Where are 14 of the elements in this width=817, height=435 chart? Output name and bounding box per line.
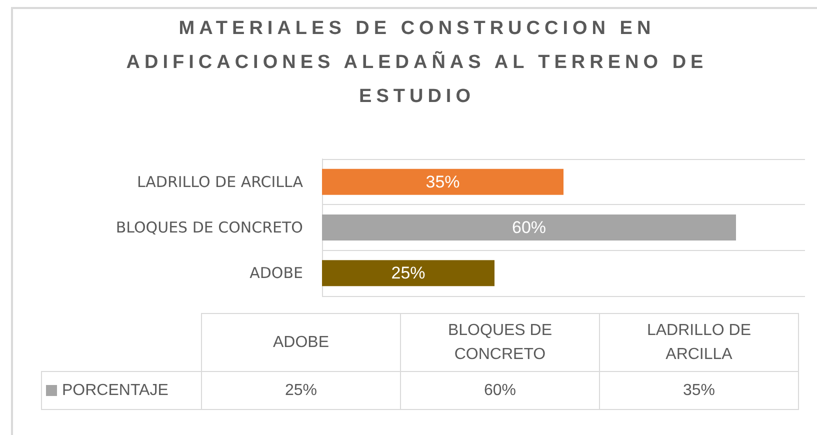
data-label: 25% <box>391 264 426 283</box>
chart-title: MATERIALES DE CONSTRUCCION EN ADIFICACIONES ALEDAÑAS AL TERRENO DE ESTUDIO <box>125 17 709 109</box>
category-label: BLOQUES DE CONCRETO <box>448 322 552 362</box>
y-tick-label: BLOQUES DE CONCRETO <box>116 218 303 236</box>
text: 60% <box>484 382 516 398</box>
text: 25% <box>284 382 318 398</box>
category-label: LADRILLO DE ARCILLA <box>646 322 752 362</box>
y-tick-label: LADRILLO DE ARCILLA <box>136 172 304 191</box>
data-label: 35% <box>426 172 460 192</box>
y-tick-label: ADOBE <box>250 264 303 282</box>
data-label: 60% <box>512 218 546 237</box>
legend-label: PORCENTAJE <box>42 372 202 410</box>
text: 35% <box>682 382 716 398</box>
category-label: ADOBE <box>272 334 329 350</box>
